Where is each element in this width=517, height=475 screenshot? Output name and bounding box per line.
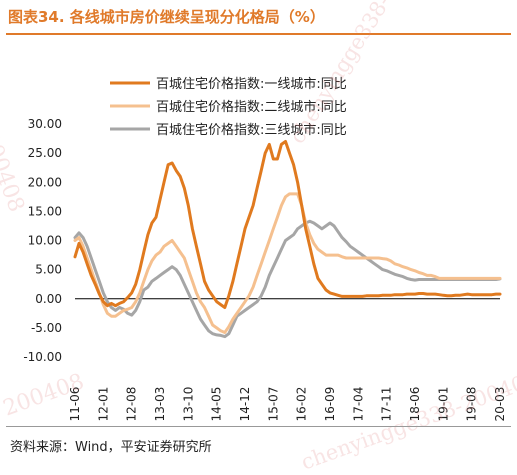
x-tick-label: 12-01 <box>96 387 110 422</box>
y-tick-label: 15.00 <box>28 204 62 218</box>
series-lines <box>73 140 502 339</box>
x-tick-label: 20-03 <box>493 387 507 422</box>
y-tick-label: 10.00 <box>28 234 62 248</box>
x-tick-label: 13-10 <box>181 387 195 422</box>
x-tick-label: 14-12 <box>238 387 252 422</box>
line-chart: -10.00 -5.00 0.00 5.00 10.00 15.00 20.00 25.00 3… <box>23 76 507 422</box>
y-tick-label: 5.00 <box>35 263 62 277</box>
figure-title: 图表34. 各线城市房价继续呈现分化格局（%） <box>8 8 325 26</box>
y-tick-label: 30.00 <box>28 117 62 131</box>
footer-divider <box>6 426 511 427</box>
x-tick-label: 12-08 <box>125 387 139 422</box>
x-tick-label: 14-05 <box>210 387 224 422</box>
x-axis-ticks: 11-06 12-01 12-08 13-03 13-10 14-05 14-12 15-07… <box>68 387 507 422</box>
legend: 百城住宅价格指数:一线城市:同比百城住宅价格指数:二线城市:同比百城住宅价格指数… <box>110 76 347 138</box>
series-line-3 <box>73 219 502 339</box>
x-tick-label: 19-01 <box>436 387 450 422</box>
x-tick-label: 16-09 <box>323 387 337 422</box>
y-tick-label: 25.00 <box>28 146 62 160</box>
y-axis-ticks: -10.00 -5.00 0.00 5.00 10.00 15.00 20.00 25.00 3… <box>23 117 62 364</box>
y-tick-label: -5.00 <box>31 321 62 335</box>
x-tick-label: 13-03 <box>153 387 167 422</box>
legend-label: 百城住宅价格指数:二线城市:同比 <box>156 99 347 115</box>
y-tick-label: 0.00 <box>35 292 62 306</box>
x-tick-label: 15-07 <box>266 387 280 422</box>
x-tick-label: 11-06 <box>68 387 82 422</box>
legend-label: 百城住宅价格指数:一线城市:同比 <box>156 76 347 92</box>
x-tick-label: 18-06 <box>408 387 422 422</box>
y-tick-label: -10.00 <box>23 350 62 364</box>
x-tick-label: 19-08 <box>465 387 479 422</box>
series-line-2 <box>73 192 502 334</box>
x-tick-label: 17-11 <box>380 387 394 422</box>
x-tick-label: 17-04 <box>351 387 365 422</box>
x-tick-label: 16-02 <box>295 387 309 422</box>
title-divider <box>6 33 511 35</box>
legend-label: 百城住宅价格指数:三线城市:同比 <box>156 122 347 138</box>
series-line-1 <box>73 140 502 309</box>
source-note: 资料来源：Wind，平安证券研究所 <box>10 440 212 455</box>
y-tick-label: 20.00 <box>28 175 62 189</box>
